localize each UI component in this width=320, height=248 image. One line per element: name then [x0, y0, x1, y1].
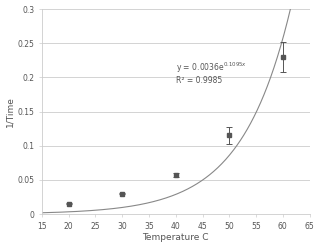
X-axis label: Temperature C: Temperature C	[142, 233, 209, 243]
Y-axis label: 1/Time: 1/Time	[5, 96, 14, 127]
Text: y = 0.0036e$^{0.1095x}$
R² = 0.9985: y = 0.0036e$^{0.1095x}$ R² = 0.9985	[176, 60, 247, 85]
